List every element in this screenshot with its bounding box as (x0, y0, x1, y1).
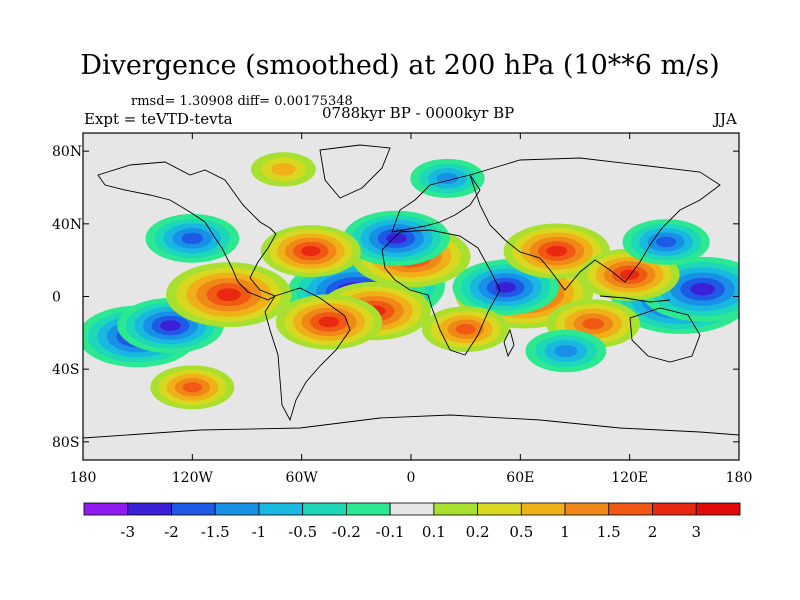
lon-label: 0 (407, 470, 416, 486)
coast-south-america (264, 287, 351, 422)
coast-indonesia (599, 295, 671, 303)
lon-label: 60W (286, 470, 319, 486)
colorbar-swatch (520, 502, 566, 516)
lon-label: 60E (506, 470, 534, 486)
field-feature-19 (150, 365, 235, 410)
colorbar-label: 0.2 (466, 523, 490, 541)
lat-label: 80N (52, 144, 82, 160)
field-contour (271, 162, 296, 176)
field-contour (455, 323, 476, 335)
field-contour (495, 282, 517, 293)
colorbar-swatch (302, 502, 347, 516)
colorbar-swatch (389, 502, 435, 516)
colorbar-label: -0.1 (376, 523, 405, 541)
coast-africa (381, 229, 501, 356)
field-contour (318, 316, 340, 328)
field-feature-23 (251, 152, 316, 187)
colorbar-swatch (564, 502, 610, 516)
coast-europe (391, 174, 481, 233)
colorbar-label: 0.1 (422, 523, 446, 541)
field-contour (546, 245, 568, 257)
plot-title: Divergence (smoothed) at 200 hPa (10**6 … (80, 50, 720, 81)
lon-label: 120W (172, 470, 214, 486)
field-feature-16 (145, 213, 240, 263)
colorbar-label: -1 (252, 523, 267, 541)
experiment-label: Expt = teVTD-tevta (84, 110, 233, 128)
colorbar-swatch (345, 502, 391, 516)
colorbar-swatch (433, 502, 479, 516)
field-feature-20 (622, 219, 710, 265)
field-feature-15 (260, 225, 361, 278)
colorbar-swatch (214, 502, 260, 516)
colorbar-swatch (477, 502, 522, 516)
colorbar-swatch (83, 502, 129, 516)
field-contour (182, 382, 203, 393)
divergence-field (83, 152, 739, 410)
colorbar-swatch (127, 502, 172, 516)
field-feature-18 (422, 306, 510, 353)
coast-madagascar (503, 328, 515, 358)
colorbar-label: 2 (648, 523, 658, 541)
colorbar-label: -2 (164, 523, 179, 541)
field-contour (619, 269, 640, 280)
lon-label: 180 (70, 470, 97, 486)
field-feature-9 (165, 262, 292, 328)
period-label: 0788kyr BP - 0000kyr BP (322, 104, 515, 122)
colorbar-label: -0.5 (288, 523, 317, 541)
field-contour (554, 344, 578, 358)
field-contour (181, 232, 204, 244)
coast-australia (629, 307, 701, 363)
field-contour (386, 233, 407, 244)
colorbar-label: 1 (560, 523, 570, 541)
field-contour (436, 172, 459, 185)
lon-label: 180 (726, 470, 753, 486)
colorbar-label: 3 (691, 523, 701, 541)
field-feature-22 (410, 158, 485, 199)
field-contour (582, 318, 605, 330)
colorbar-swatch (258, 502, 304, 516)
lat-label: 0 (52, 290, 61, 306)
lat-label: 80S (52, 435, 79, 451)
colorbar-label: 0.5 (509, 523, 533, 541)
map-axes: 80N 40N 0 40S 80S 180 120W 60W 0 60E 120E 180 (52, 133, 752, 486)
colorbar-label: 1.5 (597, 523, 621, 541)
colorbar: -3 -2 -1.5 -1 -0.5 -0.2 -0.1 0.1 0.2 0.5 1 1.5 2 3 (83, 502, 741, 541)
colorbar-label: -0.2 (332, 523, 361, 541)
season-label: JJA (714, 110, 737, 128)
field-feature-21 (525, 329, 607, 373)
stats-label: rmsd= 1.30908 diff= 0.00175348 (131, 94, 353, 109)
field-feature-11 (275, 294, 383, 350)
colorbar-swatch (695, 502, 741, 516)
colorbar-label: -3 (120, 523, 135, 541)
colorbar-swatch (171, 502, 216, 516)
lat-label: 40N (52, 217, 82, 233)
coast-antarctica (83, 414, 739, 439)
lon-label: 120E (611, 470, 648, 486)
colorbar-swatch (652, 502, 697, 516)
coast-greenland (319, 144, 391, 199)
field-contour (656, 236, 677, 248)
colorbar-swatch (608, 502, 653, 516)
coastlines (83, 144, 739, 439)
field-contour (216, 288, 241, 301)
field-feature-13 (579, 248, 680, 301)
field-contour (301, 246, 321, 257)
field-contour (690, 282, 715, 296)
coast-asia (469, 157, 721, 291)
colorbar-label: -1.5 (201, 523, 230, 541)
field-contour (160, 320, 181, 331)
lat-label: 40S (52, 362, 79, 378)
